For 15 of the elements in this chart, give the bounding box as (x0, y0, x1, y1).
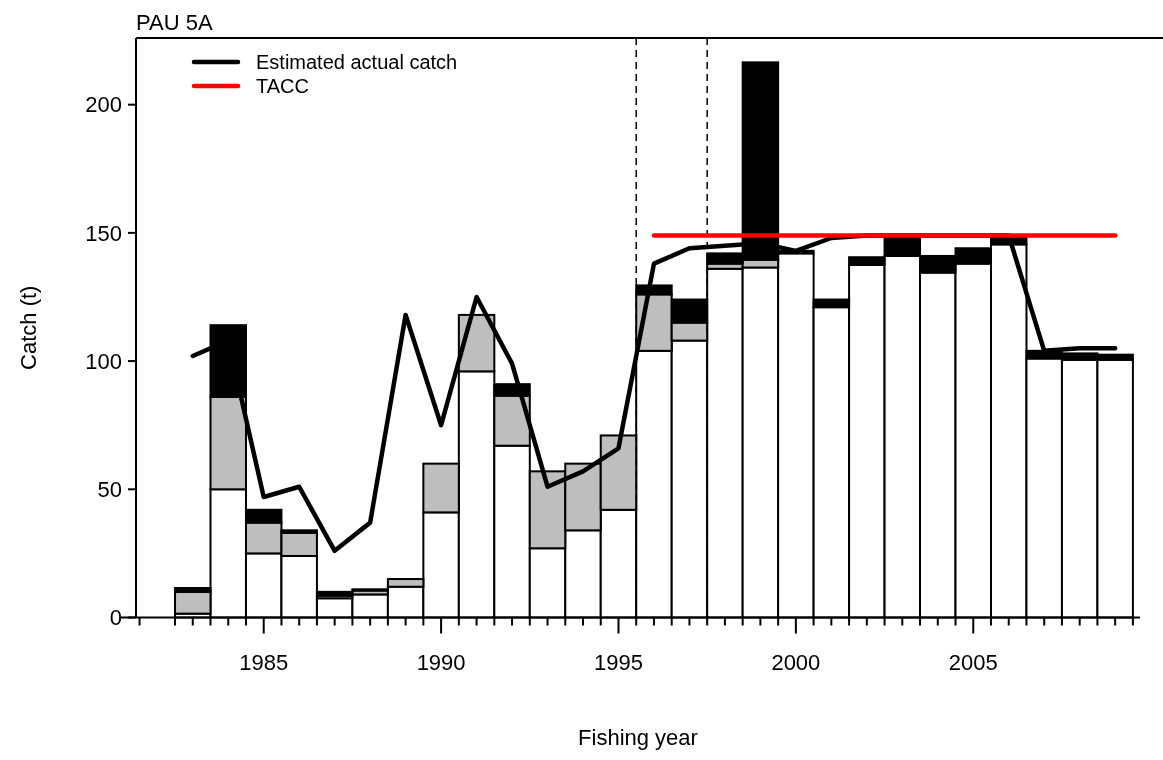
legend-label: Estimated actual catch (256, 51, 458, 73)
legend-label: TACC (256, 75, 309, 97)
y-tick-label: 150 (85, 220, 122, 246)
y-tick-label: 50 (97, 476, 122, 502)
x-tick-label: 1985 (239, 649, 289, 675)
x-tick-label: 1990 (416, 649, 466, 675)
y-tick-label: 0 (109, 605, 122, 631)
y-tick-label: 200 (85, 92, 122, 118)
x-axis-title: Fishing year (578, 725, 698, 750)
x-tick-label: 2005 (948, 649, 998, 675)
y-axis-title: Catch (t) (16, 285, 41, 370)
chart-title: PAU 5A (136, 10, 213, 35)
x-tick-label: 1995 (594, 649, 643, 675)
x-tick-label: 2000 (771, 649, 821, 675)
y-tick-label: 100 (85, 348, 122, 374)
